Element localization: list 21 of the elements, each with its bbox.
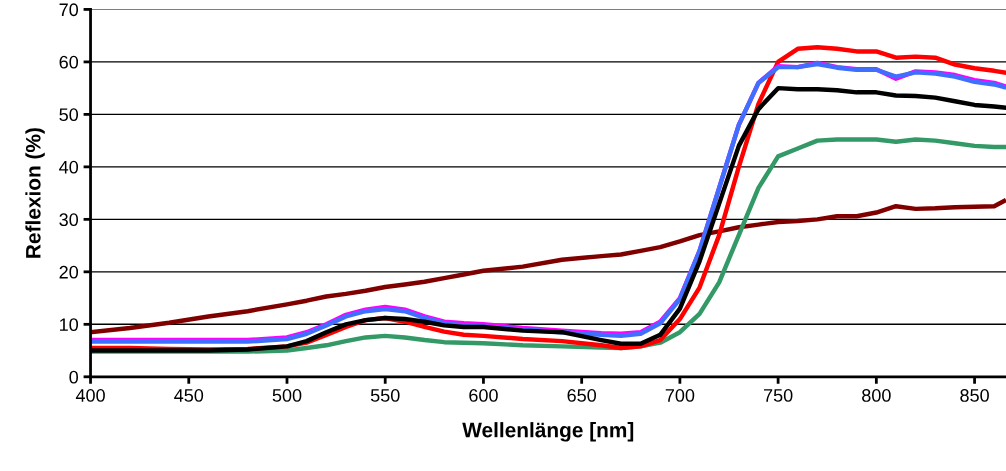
- y-axis-title: Reflexion (%): [25, 128, 45, 258]
- y-tick-label: 60: [59, 55, 79, 69]
- x-tick-label: 800: [862, 389, 891, 402]
- y-tick-label: 0: [69, 370, 79, 384]
- y-tick-label: 40: [59, 160, 79, 174]
- x-tick-label: 850: [960, 389, 989, 402]
- x-tick-label: 750: [763, 389, 793, 402]
- x-tick-label: 700: [665, 389, 695, 402]
- x-tick-label: 600: [469, 389, 498, 402]
- y-tick-label: 30: [59, 213, 79, 227]
- x-tick-label: 550: [370, 389, 400, 402]
- x-axis-title: Wellenlänge [nm]: [462, 422, 634, 442]
- x-tick-label: 400: [75, 389, 105, 402]
- y-tick-label: 10: [60, 318, 79, 332]
- x-tick-label: 450: [174, 389, 204, 402]
- line-series: [90, 198, 1006, 335]
- y-tick-label: 20: [59, 265, 79, 279]
- y-tick-label: 50: [59, 108, 79, 122]
- x-tick-label: 500: [272, 389, 302, 402]
- y-tick-label: 70: [59, 3, 79, 17]
- x-tick-label: 650: [567, 389, 597, 402]
